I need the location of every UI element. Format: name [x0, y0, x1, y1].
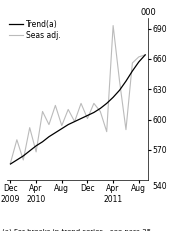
Text: 540: 540	[153, 182, 167, 191]
Text: (a) For breaks in trend series—see para 25
of the Explanatory Notes.: (a) For breaks in trend series—see para …	[2, 229, 151, 231]
Legend: Trend(a), Seas adj.: Trend(a), Seas adj.	[9, 20, 60, 40]
Text: 000: 000	[140, 8, 156, 17]
